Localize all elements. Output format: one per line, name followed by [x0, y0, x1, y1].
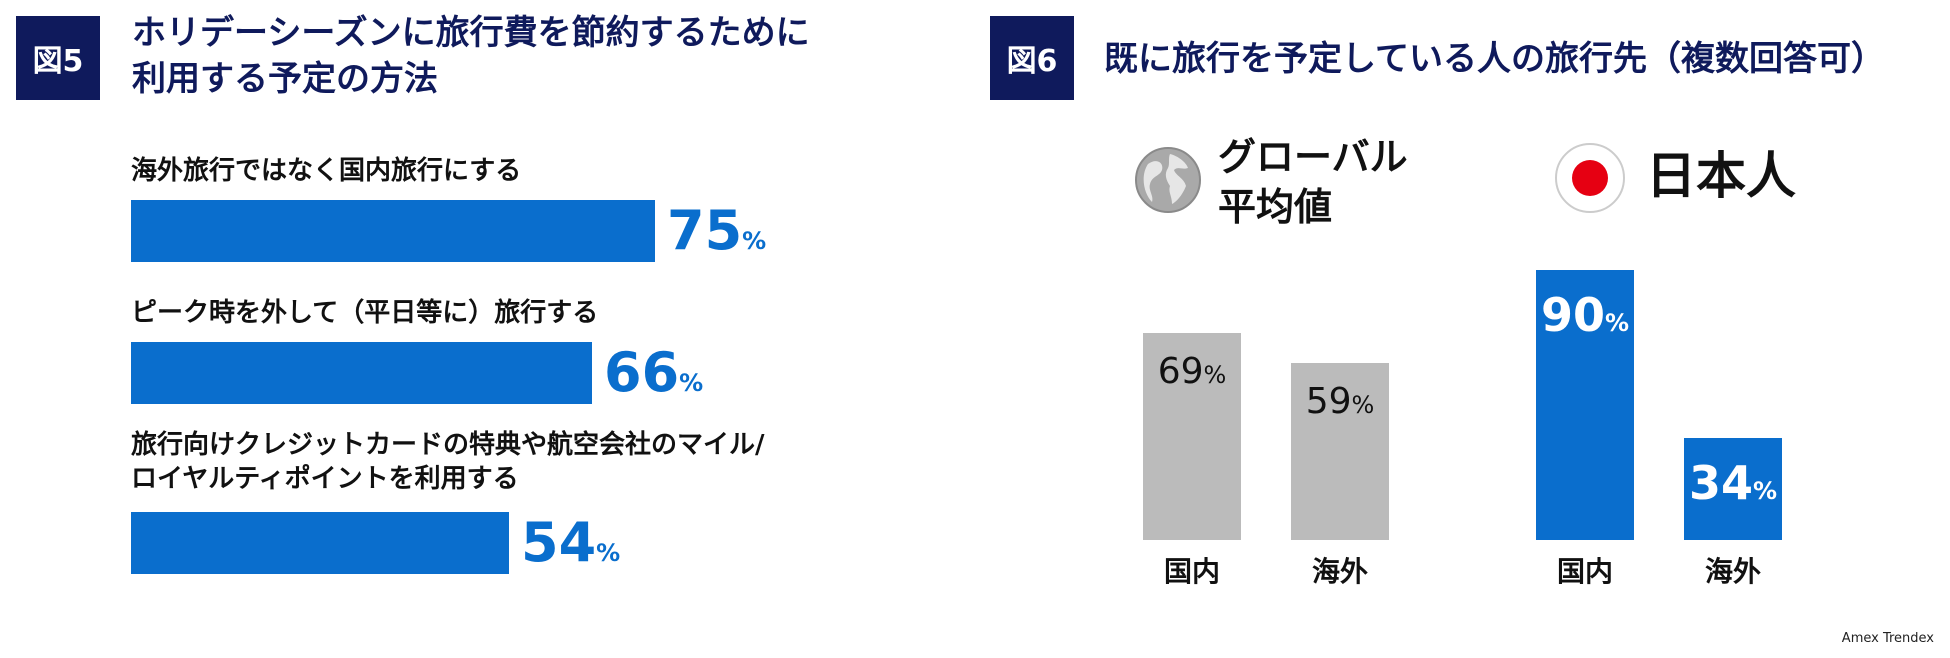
source-credit: Amex Trendex: [1841, 631, 1934, 646]
bar: [1684, 438, 1782, 540]
bar: [131, 200, 655, 262]
x-tick-label: 海外: [1704, 555, 1761, 588]
figure6-title: 既に旅行を予定している人の旅行先（複数回答可）: [1104, 39, 1885, 79]
x-tick-label: 国内: [1556, 555, 1613, 588]
bar: [1536, 270, 1634, 540]
bar: [1143, 333, 1241, 540]
figure6-badge: 図6: [990, 16, 1074, 100]
figure5-title: ホリデーシーズンに旅行費を節約するために 利用する予定の方法: [132, 13, 810, 99]
bar: [131, 342, 592, 404]
bar-value-label: 66%: [604, 341, 704, 404]
japan-flag-icon: [1555, 143, 1625, 213]
globe-icon: [1135, 147, 1201, 213]
bar-value-label: 69%: [1157, 351, 1227, 392]
x-tick-label: 国内: [1163, 555, 1220, 588]
bar-value-label: 54%: [521, 511, 621, 574]
bar-value-label: 34%: [1688, 456, 1778, 510]
bar-value-label: 59%: [1305, 381, 1375, 422]
x-tick-label: 海外: [1311, 555, 1368, 588]
bar-value-label: 90%: [1540, 288, 1630, 342]
category-label: 海外旅行ではなく国内旅行にする: [131, 156, 522, 186]
bar: [1291, 363, 1389, 540]
group-title-global: グローバル 平均値: [1218, 135, 1408, 229]
bar: [131, 512, 509, 574]
category-label: 旅行向けクレジットカードの特典や航空会社のマイル/ ロイヤルティポイントを利用す…: [131, 430, 765, 494]
group-title-japan: 日本人: [1646, 147, 1796, 205]
figure5-badge: 図5: [16, 16, 100, 100]
bar-value-label: 75%: [667, 199, 767, 262]
category-label: ピーク時を外して（平日等に）旅行する: [131, 298, 599, 328]
